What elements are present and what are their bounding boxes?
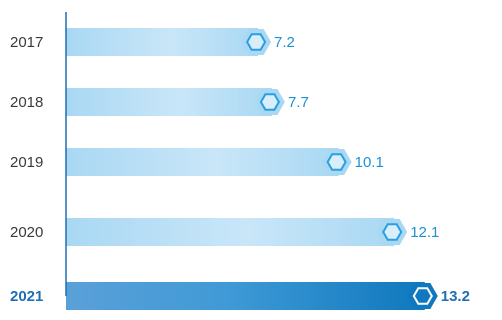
value-label-2019: 10.1 (355, 154, 384, 171)
bars-layer: 2017 7.2 2018 7.7 2019 10.1 2020 12.1 2021 13.2 (10, 28, 470, 310)
hexagon-inner-2017 (245, 33, 267, 51)
value-label-2018: 7.7 (288, 94, 309, 111)
hexagon-inner-2021 (412, 287, 433, 305)
hexagon-inner-2019 (326, 153, 347, 171)
bar-2021 (66, 282, 425, 310)
bar-2017 (66, 28, 259, 56)
bar-2019 (66, 148, 339, 176)
value-label-2017: 7.2 (274, 34, 295, 51)
hexagon-inner-2020 (382, 223, 403, 241)
hexagon-inner-2018 (259, 93, 281, 111)
category-label-2021: 2021 (10, 288, 43, 305)
category-label-2019: 2019 (10, 154, 43, 171)
value-label-2021: 13.2 (441, 288, 470, 305)
category-label-2018: 2018 (10, 94, 43, 111)
category-label-2017: 2017 (10, 34, 43, 51)
bar-2020 (66, 218, 395, 246)
bar-2018 (66, 88, 272, 116)
category-label-2020: 2020 (10, 224, 43, 241)
value-label-2020: 12.1 (410, 224, 439, 241)
